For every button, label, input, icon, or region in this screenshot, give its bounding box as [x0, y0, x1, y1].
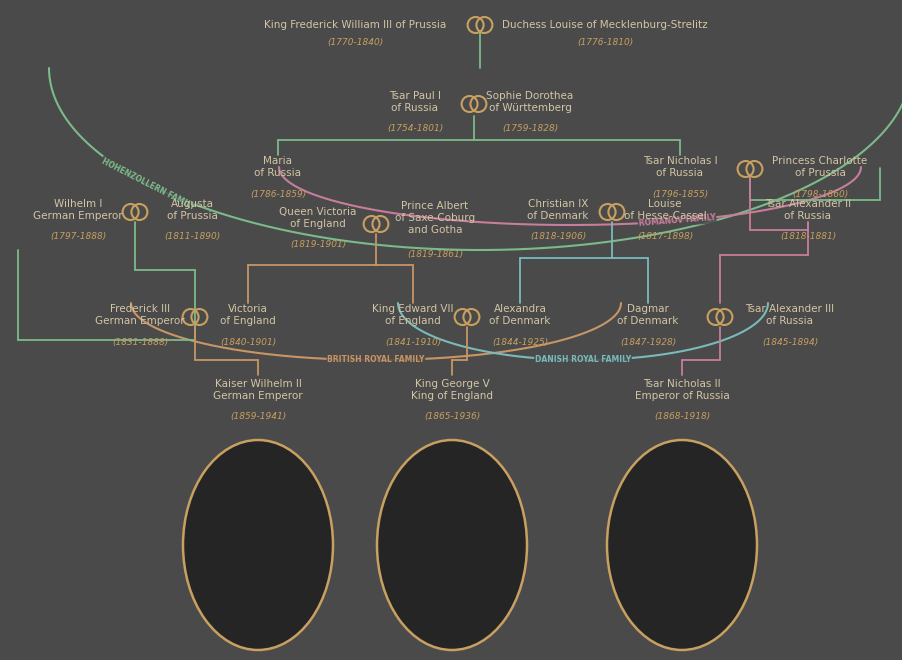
Text: King Edward VII
of England: King Edward VII of England	[372, 304, 453, 326]
Text: (1840-1901): (1840-1901)	[219, 337, 276, 346]
Text: Princess Charlotte
of Prussia: Princess Charlotte of Prussia	[771, 156, 867, 178]
Text: Maria
of Russia: Maria of Russia	[254, 156, 301, 178]
Text: Wilhelm I
German Emperor: Wilhelm I German Emperor	[33, 199, 123, 221]
Text: Victoria
of England: Victoria of England	[220, 304, 276, 326]
Text: Duchess Louise of Mecklenburg-Strelitz: Duchess Louise of Mecklenburg-Strelitz	[502, 20, 707, 30]
Text: Tsar Alexander III
of Russia: Tsar Alexander III of Russia	[745, 304, 833, 326]
Text: (1865-1936): (1865-1936)	[423, 412, 480, 422]
Text: Queen Victoria
of England: Queen Victoria of England	[279, 207, 356, 229]
Text: (1754-1801): (1754-1801)	[386, 125, 443, 133]
Text: Augusta
of Prussia: Augusta of Prussia	[166, 199, 217, 221]
Ellipse shape	[606, 440, 756, 650]
Text: (1770-1840): (1770-1840)	[327, 38, 382, 47]
Text: (1818-1906): (1818-1906)	[529, 232, 585, 242]
Text: (1798-1860): (1798-1860)	[791, 189, 847, 199]
Text: (1819-1861): (1819-1861)	[407, 250, 463, 259]
Text: (1844-1925): (1844-1925)	[492, 337, 548, 346]
Ellipse shape	[183, 440, 333, 650]
Text: (1831-1888): (1831-1888)	[112, 337, 168, 346]
Text: Prince Albert
of Saxe-Coburg
and Gotha: Prince Albert of Saxe-Coburg and Gotha	[394, 201, 474, 236]
Text: (1796-1855): (1796-1855)	[651, 189, 707, 199]
Text: Sophie Dorothea
of Württemberg: Sophie Dorothea of Württemberg	[486, 91, 573, 114]
Text: Alexandra
of Denmark: Alexandra of Denmark	[489, 304, 550, 326]
Text: King Frederick William III of Prussia: King Frederick William III of Prussia	[263, 20, 446, 30]
Text: King George V
King of England: King George V King of England	[410, 379, 492, 401]
Text: (1818-1881): (1818-1881)	[779, 232, 835, 242]
Ellipse shape	[376, 440, 527, 650]
Text: Christian IX
of Denmark: Christian IX of Denmark	[527, 199, 588, 221]
Text: Tsar Nicholas II
Emperor of Russia: Tsar Nicholas II Emperor of Russia	[634, 379, 729, 401]
Text: (1847-1928): (1847-1928)	[619, 337, 676, 346]
Text: Frederick III
German Emperor: Frederick III German Emperor	[95, 304, 185, 326]
Text: Dagmar
of Denmark: Dagmar of Denmark	[617, 304, 678, 326]
Text: (1797-1888): (1797-1888)	[50, 232, 106, 242]
Text: Tsar Nicholas I
of Russia: Tsar Nicholas I of Russia	[642, 156, 716, 178]
Text: (1859-1941): (1859-1941)	[230, 412, 286, 422]
Text: Louise
of Hesse-Cassel: Louise of Hesse-Cassel	[623, 199, 705, 221]
Text: (1811-1890): (1811-1890)	[163, 232, 220, 242]
Text: HOHENZOLLERN FAMILY: HOHENZOLLERN FAMILY	[100, 156, 196, 211]
Text: (1776-1810): (1776-1810)	[576, 38, 632, 47]
Text: Tsar Paul I
of Russia: Tsar Paul I of Russia	[389, 91, 440, 114]
Text: DANISH ROYAL FAMILY: DANISH ROYAL FAMILY	[534, 356, 630, 364]
Text: (1817-1898): (1817-1898)	[636, 232, 693, 242]
Text: (1868-1918): (1868-1918)	[653, 412, 709, 422]
Text: (1819-1901): (1819-1901)	[290, 240, 345, 249]
Text: BRITISH ROYAL FAMILY: BRITISH ROYAL FAMILY	[327, 356, 424, 364]
Text: (1786-1859): (1786-1859)	[250, 189, 306, 199]
Text: ROMANOV FAMILY: ROMANOV FAMILY	[638, 213, 715, 228]
Text: Kaiser Wilhelm II
German Emperor: Kaiser Wilhelm II German Emperor	[213, 379, 302, 401]
Text: Tsar Alexander II
of Russia: Tsar Alexander II of Russia	[764, 199, 850, 221]
Text: (1841-1910): (1841-1910)	[384, 337, 441, 346]
Text: (1845-1894): (1845-1894)	[761, 337, 817, 346]
Text: (1759-1828): (1759-1828)	[502, 125, 557, 133]
